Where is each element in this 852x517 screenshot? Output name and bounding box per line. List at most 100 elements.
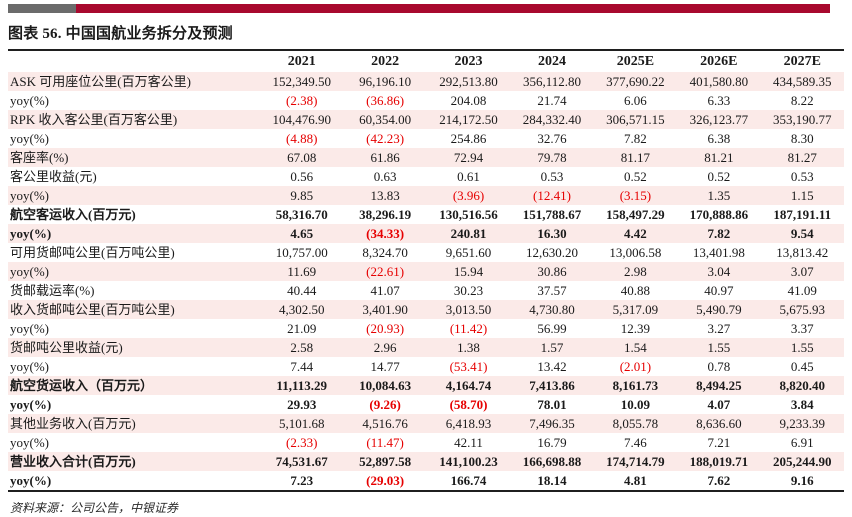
value-cell: 205,244.90	[773, 454, 832, 469]
value-cell: 11,113.29	[276, 378, 327, 393]
value-cell: 152,349.50	[272, 74, 331, 89]
value-cell: 0.52	[624, 169, 647, 184]
accent-bar-gray-segment	[8, 4, 76, 13]
table-row: ASK 可用座位公里(百万客公里) 152,349.50 96,196.10 292,…	[8, 72, 844, 91]
value-cell: 0.45	[790, 359, 814, 374]
table-row: yoy(%) (2.33) (11.47) 42.11 16.79 7.46 7.21 6.9…	[8, 433, 844, 452]
value-cell: 7.82	[624, 131, 647, 146]
row-label: 客座率(%)	[10, 150, 69, 165]
value-cell: 6.06	[624, 93, 647, 108]
value-cell: (12.41)	[533, 188, 571, 203]
row-label: yoy(%)	[10, 435, 49, 450]
value-cell: 3.07	[790, 264, 814, 279]
report-figure-page: 图表 56. 中国国航业务拆分及预测 2021 2022 2023 2024 2025E…	[0, 4, 852, 517]
row-label: RPK 收入客公里(百万客公里)	[10, 112, 178, 127]
value-cell: 40.88	[620, 283, 651, 298]
value-cell: (36.86)	[366, 93, 405, 108]
value-cell: 353,190.77	[773, 112, 832, 127]
value-cell: 7,496.35	[529, 416, 575, 431]
value-cell: (3.96)	[452, 188, 485, 203]
value-cell: 9.85	[290, 188, 314, 203]
value-cell: 284,332.40	[522, 112, 582, 127]
value-cell: 10.09	[620, 397, 651, 412]
value-cell: 4.42	[624, 226, 647, 241]
value-cell: 5,317.09	[612, 302, 659, 317]
row-label-column-header	[8, 51, 260, 72]
value-cell: 96,196.10	[359, 74, 412, 89]
table-row: RPK 收入客公里(百万客公里) 104,476.90 60,354.00 214,1…	[8, 110, 844, 129]
year-column-header: 2025E	[616, 54, 655, 69]
row-label: 营业收入合计(百万元)	[10, 454, 136, 469]
value-cell: 9.16	[790, 473, 814, 488]
value-cell: 306,571.15	[606, 112, 665, 127]
value-cell: 8,636.60	[696, 416, 742, 431]
value-cell: (9.26)	[369, 397, 401, 412]
row-label: yoy(%)	[10, 359, 49, 374]
value-cell: 9,651.60	[445, 245, 492, 260]
title-divider	[8, 49, 844, 51]
value-cell: 4,516.76	[362, 416, 408, 431]
value-cell: 41.07	[370, 283, 400, 298]
value-cell: 292,513.80	[439, 74, 498, 89]
value-cell: (20.93)	[366, 321, 405, 336]
table-row: yoy(%) 9.85 13.83 (3.96) (12.41) (3.15) 1.35 1.…	[8, 186, 844, 205]
value-cell: 3.04	[707, 264, 731, 279]
value-cell: 1.55	[790, 340, 814, 355]
value-cell: 38,296.19	[359, 207, 412, 222]
value-cell: (2.33)	[286, 435, 318, 450]
row-label: yoy(%)	[10, 473, 52, 488]
value-cell: 7.46	[624, 435, 647, 450]
value-cell: 14.77	[370, 359, 400, 374]
value-cell: 9.54	[790, 226, 814, 241]
top-accent-bar	[8, 4, 830, 13]
row-label: 其他业务收入(百万元)	[10, 416, 136, 431]
value-cell: 0.63	[373, 169, 397, 184]
value-cell: 104,476.90	[272, 112, 331, 127]
table-row: 货邮吨公里收益(元) 2.58 2.96 1.38 1.57 1.54 1.55 1.55	[8, 338, 844, 357]
row-label: 收入货邮吨公里(百万吨公里)	[10, 302, 175, 317]
value-cell: 13,006.58	[609, 245, 662, 260]
value-cell: 16.79	[537, 435, 567, 450]
value-cell: 41.09	[787, 283, 817, 298]
table-row: 其他业务收入(百万元) 5,101.68 4,516.76 6,418.93 7,496…	[8, 414, 844, 433]
value-cell: 78.01	[537, 397, 567, 412]
value-cell: (34.33)	[366, 226, 405, 241]
value-cell: 3,013.50	[445, 302, 492, 317]
value-cell: (2.38)	[286, 93, 318, 108]
value-cell: 7.62	[707, 473, 731, 488]
value-cell: 7.23	[290, 473, 314, 488]
value-cell: 12.39	[620, 321, 651, 336]
table-row: yoy(%) 21.09 (20.93) (11.42) 56.99 12.39 3.27 3…	[8, 319, 844, 338]
table-row: yoy(%) (4.88) (42.23) 254.86 32.76 7.82 6.38 8.…	[8, 129, 844, 148]
value-cell: 13.83	[370, 188, 400, 203]
value-cell: 166,698.88	[522, 454, 582, 469]
value-cell: 11.69	[287, 264, 317, 279]
value-cell: 401,580.80	[689, 74, 749, 89]
table-row: yoy(%) 7.44 14.77 (53.41) 13.42 (2.01) 0.78 0.4…	[8, 357, 844, 376]
value-cell: 1.15	[790, 188, 814, 203]
value-cell: 81.27	[787, 150, 817, 165]
row-label: yoy(%)	[10, 321, 49, 336]
value-cell: 13.42	[537, 359, 567, 374]
value-cell: 4.65	[290, 226, 314, 241]
value-cell: 16.30	[537, 226, 567, 241]
value-cell: 214,172.50	[439, 112, 498, 127]
year-column-header: 2021	[287, 54, 316, 69]
value-cell: 187,191.11	[773, 207, 832, 222]
value-cell: 13,401.98	[692, 245, 745, 260]
value-cell: 7.21	[707, 435, 731, 450]
value-cell: 0.53	[790, 169, 814, 184]
value-cell: 10,084.63	[359, 378, 412, 393]
year-header-row: 2021 2022 2023 2024 2025E 2026E 2027E	[8, 51, 844, 72]
value-cell: 8,161.73	[612, 378, 659, 393]
value-cell: 4.07	[707, 397, 731, 412]
value-cell: 0.56	[290, 169, 314, 184]
row-label: 客公里收益(元)	[10, 169, 97, 184]
value-cell: 30.86	[537, 264, 567, 279]
row-label: 货邮载运率(%)	[10, 283, 95, 298]
row-label: 可用货邮吨公里(百万吨公里)	[10, 245, 175, 260]
value-cell: (4.88)	[286, 131, 318, 146]
row-label: yoy(%)	[10, 226, 52, 241]
table-row: yoy(%) (2.38) (36.86) 204.08 21.74 6.06 6.33 8.…	[8, 91, 844, 110]
value-cell: 72.94	[453, 150, 484, 165]
